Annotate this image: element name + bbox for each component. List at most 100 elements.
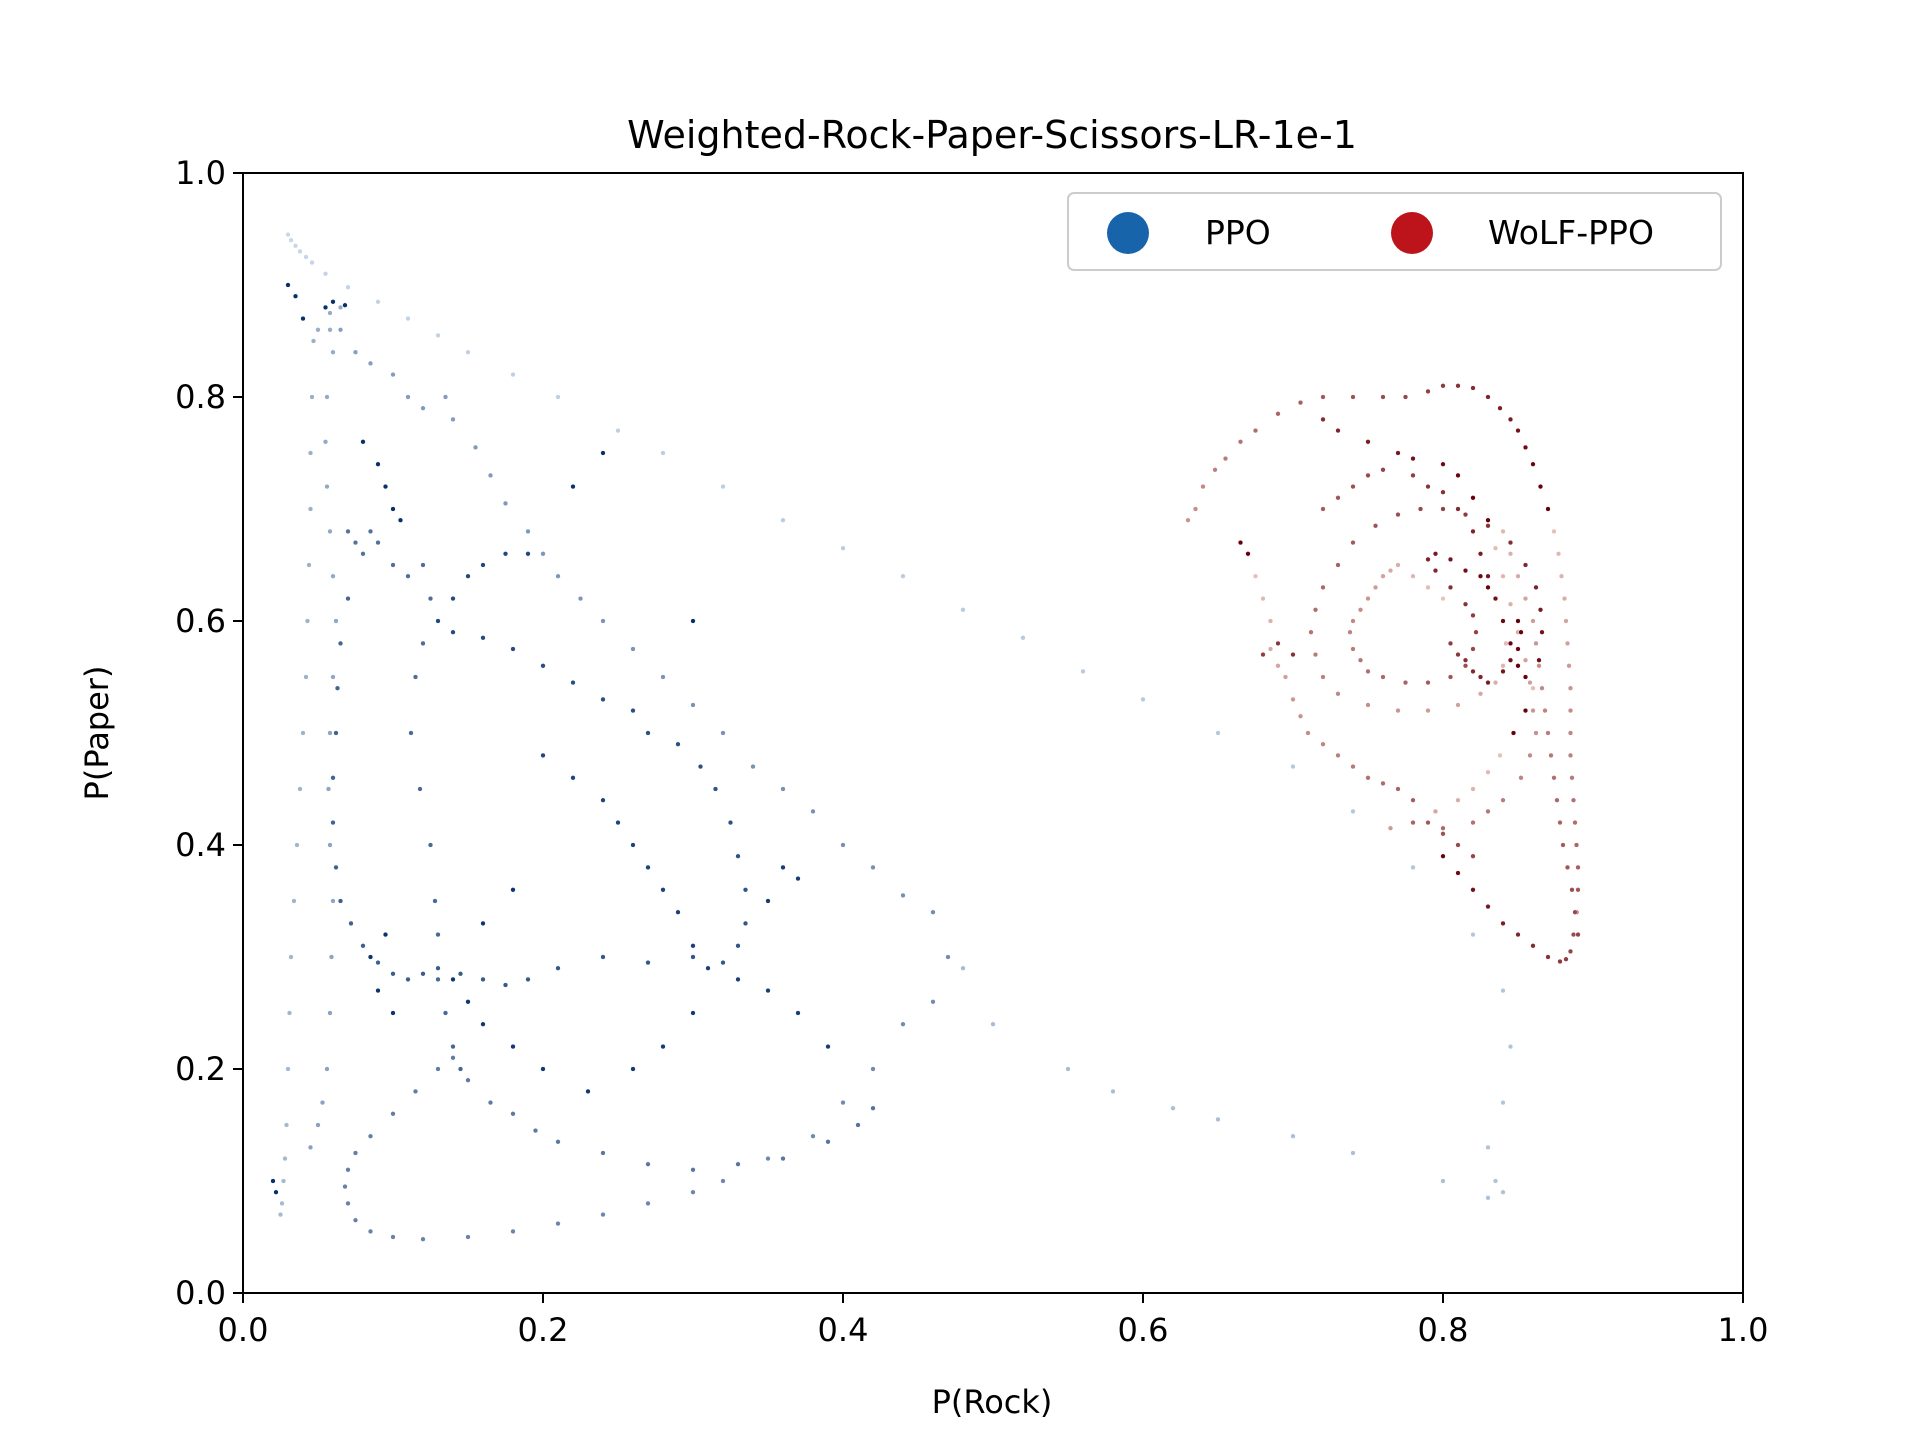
x-axis: 0.0 0.2 0.4 0.6 0.8 1.0 [218, 1293, 1768, 1349]
data-point-ppo [405, 573, 411, 579]
data-point-wolf-ppo [1455, 651, 1461, 658]
data-point-ppo [645, 864, 651, 871]
data-point-ppo [465, 573, 471, 579]
data-point-ppo [277, 1211, 284, 1218]
data-point-ppo [375, 987, 381, 994]
data-point-ppo [600, 618, 606, 624]
data-point-wolf-ppo [1485, 584, 1491, 591]
data-point-ppo [367, 360, 374, 367]
data-point-wolf-ppo [1462, 601, 1469, 607]
data-point-wolf-ppo [1365, 472, 1371, 479]
data-point-ppo [945, 954, 951, 960]
data-point-wolf-ppo [1440, 489, 1446, 495]
data-point-wolf-ppo [1308, 629, 1314, 635]
data-point-wolf-ppo [1470, 646, 1476, 652]
data-point-ppo [502, 500, 509, 507]
data-point-wolf-ppo [1347, 629, 1353, 635]
data-point-wolf-ppo [1507, 539, 1514, 546]
data-point-ppo [427, 595, 434, 602]
data-point-ppo [675, 741, 681, 747]
data-point-wolf-ppo [1557, 958, 1563, 965]
data-point-ppo [367, 1228, 374, 1235]
data-point-ppo [322, 439, 329, 445]
data-point-wolf-ppo [1536, 663, 1542, 669]
data-point-ppo [660, 887, 666, 893]
data-point-wolf-ppo [1470, 853, 1476, 859]
data-point-wolf-ppo [1425, 388, 1431, 395]
data-point-ppo [1080, 668, 1086, 675]
data-point-ppo [334, 685, 341, 691]
data-point-wolf-ppo [1440, 461, 1446, 467]
data-point-ppo [480, 635, 486, 641]
data-point-wolf-ppo [1527, 752, 1533, 759]
data-point-ppo [280, 1178, 287, 1184]
data-point-wolf-ppo [1447, 640, 1454, 647]
data-point-wolf-ppo [1192, 506, 1199, 512]
data-point-ppo [712, 786, 719, 792]
data-point-wolf-ppo [1518, 775, 1524, 781]
data-point-wolf-ppo [1560, 842, 1566, 848]
data-point-ppo [435, 965, 441, 971]
data-point-ppo [330, 573, 336, 579]
data-point-wolf-ppo [1497, 405, 1503, 411]
data-point-wolf-ppo [1536, 657, 1542, 663]
data-point-wolf-ppo [1320, 416, 1326, 423]
data-point-ppo [330, 349, 336, 355]
data-point-ppo [450, 629, 456, 635]
data-point-wolf-ppo [1260, 651, 1266, 658]
data-point-wolf-ppo [1380, 394, 1386, 400]
data-point-ppo [735, 976, 741, 983]
data-point-ppo [630, 1066, 636, 1072]
data-point-ppo [450, 595, 456, 602]
data-point-ppo [360, 439, 366, 445]
data-point-ppo [324, 1066, 330, 1072]
data-point-wolf-ppo [1470, 612, 1476, 619]
data-point-wolf-ppo [1533, 584, 1539, 591]
data-point-ppo [645, 730, 651, 736]
data-point-wolf-ppo [1567, 685, 1574, 691]
data-point-ppo [1485, 1144, 1491, 1151]
data-point-wolf-ppo [1395, 786, 1401, 792]
data-point-wolf-ppo [1555, 551, 1562, 557]
data-point-ppo [367, 1133, 374, 1139]
data-point-ppo [330, 819, 336, 826]
data-point-wolf-ppo [1237, 539, 1244, 546]
data-point-ppo [330, 674, 336, 680]
data-point-ppo [645, 1161, 651, 1167]
data-point-ppo [450, 1043, 456, 1050]
data-point-ppo [435, 332, 441, 339]
data-point-ppo [397, 517, 404, 523]
data-point-ppo [285, 231, 291, 238]
data-point-ppo [675, 909, 681, 915]
data-point-wolf-ppo [1492, 679, 1499, 686]
data-point-wolf-ppo [1350, 763, 1356, 770]
data-point-ppo [450, 1055, 456, 1061]
data-point-ppo [645, 1200, 651, 1207]
data-point-wolf-ppo [1554, 797, 1560, 803]
data-point-wolf-ppo [1252, 427, 1259, 434]
data-point-ppo [540, 663, 546, 669]
data-point-ppo [342, 302, 348, 308]
data-point-ppo [405, 394, 411, 400]
data-point-ppo [390, 562, 396, 568]
data-point-wolf-ppo [1551, 528, 1557, 535]
data-point-wolf-ppo [1533, 640, 1539, 647]
data-point-ppo [480, 562, 486, 568]
data-point-ppo [322, 304, 329, 311]
data-point-ppo [555, 965, 561, 971]
data-point-ppo [960, 965, 966, 971]
data-point-wolf-ppo [1542, 707, 1548, 714]
data-point-wolf-ppo [1530, 461, 1536, 467]
data-point-ppo [720, 959, 726, 966]
data-point-ppo [577, 595, 584, 602]
data-point-ppo [390, 1111, 396, 1117]
data-point-ppo [1170, 1105, 1176, 1111]
data-point-wolf-ppo [1237, 439, 1244, 445]
data-point-ppo [1500, 1189, 1506, 1195]
data-point-wolf-ppo [1567, 730, 1574, 736]
data-point-wolf-ppo [1570, 931, 1577, 938]
data-point-ppo [750, 763, 756, 770]
data-point-wolf-ppo [1290, 696, 1296, 703]
